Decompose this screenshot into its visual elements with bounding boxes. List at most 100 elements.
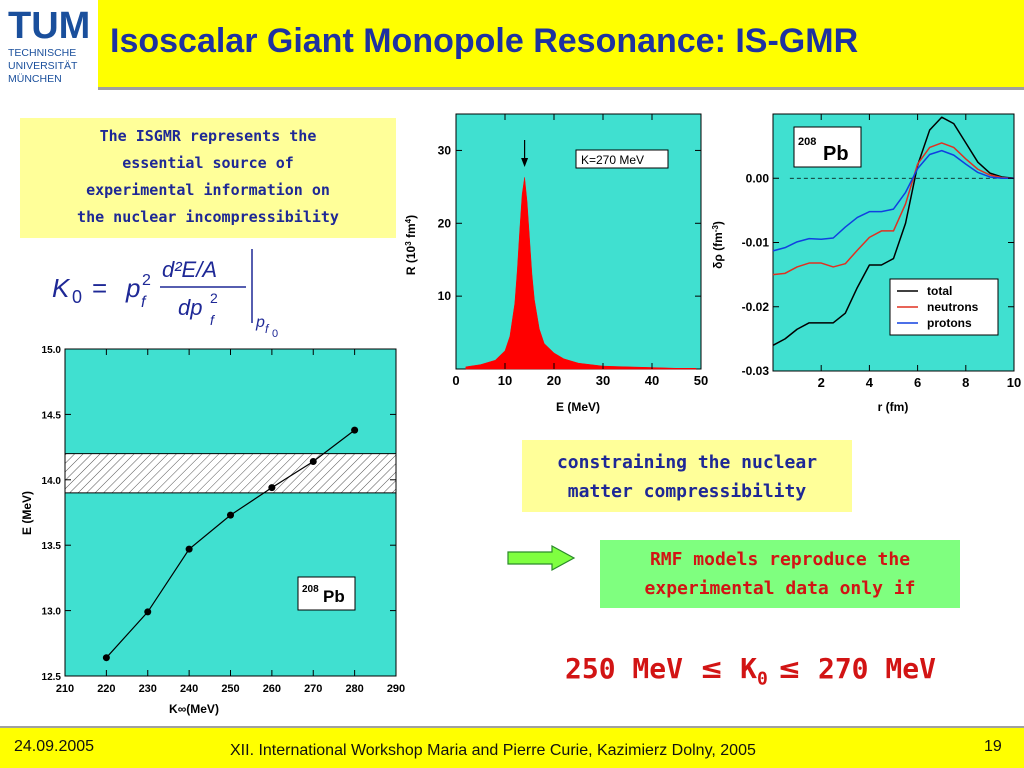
chart-transition-density: 2 4 6 8 10 0.00 -0.01 -0.02 -0.03 208 Pb total ne… <box>711 113 1021 414</box>
title-bar <box>98 0 1024 90</box>
k0-range-result: 250 MeV ≤ K0 ≤ 270 MeV <box>565 652 936 690</box>
result-le-1: ≤ <box>699 652 724 685</box>
chart-energy-vs-k: 210 220 230 240 250 260 270 280 290 12.5 13.0 13.5 1… <box>20 345 405 716</box>
tum-logo: TUM TECHNISCHE UNIVERSITÄT MÜNCHEN <box>0 0 98 90</box>
chart2-ylabel-sup2: 4 <box>404 218 413 223</box>
chart1-ytick-label: 12.5 <box>42 672 62 683</box>
tum-logo-letters: TUM <box>8 5 90 47</box>
chart1-xtick-label: 260 <box>263 683 281 695</box>
intro-line: The ISGMR represents the <box>99 127 317 145</box>
chart2-strength-distribution <box>465 177 697 370</box>
right-arrow-icon <box>507 544 576 572</box>
tum-logo-line-2: UNIVERSITÄT <box>8 60 78 72</box>
chart3-xtick-label: 4 <box>866 375 874 390</box>
result-k: K <box>723 652 758 685</box>
chart1-xtick-label: 210 <box>56 683 74 695</box>
formula-equals: = <box>92 273 107 303</box>
chart1-point <box>185 545 193 553</box>
chart2-xtick-label: 0 <box>452 373 459 388</box>
rmf-box: RMF models reproduce the experimental da… <box>600 540 960 608</box>
constraining-text: constraining the nuclear matter compress… <box>522 440 852 506</box>
chart3-xlabel: r (fm) <box>878 400 909 414</box>
chart3-xtick-label: 10 <box>1007 375 1021 390</box>
constraining-line: constraining the nuclear <box>556 452 818 473</box>
chart2-ytick-label: 20 <box>438 216 452 230</box>
chart2-ylabel-b: fm <box>404 223 418 241</box>
tum-logo-line-3: MÜNCHEN <box>8 73 62 85</box>
rmf-line: RMF models reproduce the <box>649 549 911 570</box>
chart1-xtick-label: 230 <box>139 683 157 695</box>
chart1-pb-label-box <box>297 576 356 611</box>
footer-conference: XII. International Workshop Maria and Pi… <box>230 742 756 759</box>
formula-den-sub: f <box>210 312 216 328</box>
chart2-xtick-label: 40 <box>645 373 659 388</box>
chart3-xtick-label: 8 <box>962 375 969 390</box>
constraining-line: matter compressibility <box>567 481 807 502</box>
chart3-legend-items: total neutrons protons <box>897 284 979 330</box>
chart2-xtick-label: 30 <box>596 373 610 388</box>
chart3-legend-label-protons: protons <box>927 316 972 330</box>
chart-strength: 0 10 20 30 40 50 10 20 30 K=270 MeV E (MeV) R (1… <box>404 113 708 414</box>
formula-k: K <box>52 273 71 303</box>
chart1-point <box>102 654 110 662</box>
chart1-pb-text: Pb <box>323 587 345 606</box>
tum-logo-line-1: TECHNISCHE <box>8 47 76 59</box>
result-le-2: ≤ <box>767 652 802 685</box>
formula-denominator: dp <box>178 295 202 320</box>
chart1-xlabel: K∞(MeV) <box>169 702 219 716</box>
chart2-ylabel: R (103 fm4) <box>404 215 419 275</box>
intro-line: experimental information on <box>86 181 330 199</box>
chart1-ytick-label: 14.0 <box>42 476 62 487</box>
intro-text: The ISGMR represents the essential sourc… <box>20 118 396 231</box>
formula-eval-p: p <box>255 314 265 331</box>
chart3-ytick-label: 0.00 <box>746 171 770 185</box>
chart2-arrow-head <box>521 158 529 167</box>
chart1-xtick-label: 280 <box>345 683 363 695</box>
chart2-legend-text: K=270 MeV <box>581 153 644 167</box>
constraining-box: constraining the nuclear matter compress… <box>522 440 852 512</box>
chart3-series-lines <box>772 116 1015 346</box>
footer-date: 24.09.2005 <box>14 738 95 755</box>
chart1-point <box>268 484 276 492</box>
formula-p: p <box>125 273 140 303</box>
chart3-ylabel-b: ) <box>711 221 725 225</box>
chart1-ytick-label: 14.5 <box>42 410 62 421</box>
chart3-ytick-label: -0.01 <box>742 236 770 250</box>
chart2-xtick-label: 20 <box>547 373 561 388</box>
rmf-line: experimental data only if <box>644 578 916 599</box>
chart3-series-protons <box>772 149 1014 252</box>
chart2-ylabel-c: ) <box>404 215 418 219</box>
chart2-peak-arrow <box>521 140 529 167</box>
chart1-point <box>144 608 152 616</box>
result-prefix: 250 MeV <box>565 652 700 685</box>
chart1-point <box>227 511 234 519</box>
chart2-legend-box <box>575 149 669 169</box>
intro-line: the nuclear incompressibility <box>77 208 339 226</box>
intro-line: essential source of <box>122 154 294 172</box>
chart2-xtick-label: 50 <box>694 373 708 388</box>
chart1-experimental-band <box>64 453 397 494</box>
chart1-points <box>102 426 359 662</box>
chart1-xtick-label: 220 <box>97 683 115 695</box>
k0-formula: K 0 = p 2 f d²E/A dp 2 f p f 0 <box>52 249 278 340</box>
chart1-xtick-label: 240 <box>180 683 198 695</box>
footer-page-number: 19 <box>984 738 1002 755</box>
chart1-ytick-label: 13.0 <box>42 607 62 618</box>
chart3-xtick-label: 6 <box>914 375 921 390</box>
chart3-axes: 2 4 6 8 10 0.00 -0.01 -0.02 -0.03 <box>742 114 1021 390</box>
chart1-xtick-label: 270 <box>304 683 322 695</box>
chart1-ytick-label: 15.0 <box>42 345 62 356</box>
chart3-ytick-label: -0.02 <box>742 300 770 314</box>
chart1-point <box>309 457 317 465</box>
rmf-text: RMF models reproduce the experimental da… <box>600 540 960 603</box>
chart1-pb-sup: 208 <box>302 584 319 595</box>
chart2-axes: 0 10 20 30 40 50 10 20 30 <box>438 114 708 388</box>
formula-eval-0: 0 <box>272 328 278 340</box>
result-k-sub: 0 <box>757 668 768 690</box>
chart2-ytick-label: 10 <box>438 289 452 303</box>
formula-p-sub: f <box>141 294 147 311</box>
chart1-ylabel: E (MeV) <box>20 491 34 535</box>
chart3-ytick-label: -0.03 <box>742 364 770 378</box>
chart3-ylabel-a: δρ (fm <box>711 232 725 269</box>
chart3-series-neutrons <box>772 142 1015 276</box>
